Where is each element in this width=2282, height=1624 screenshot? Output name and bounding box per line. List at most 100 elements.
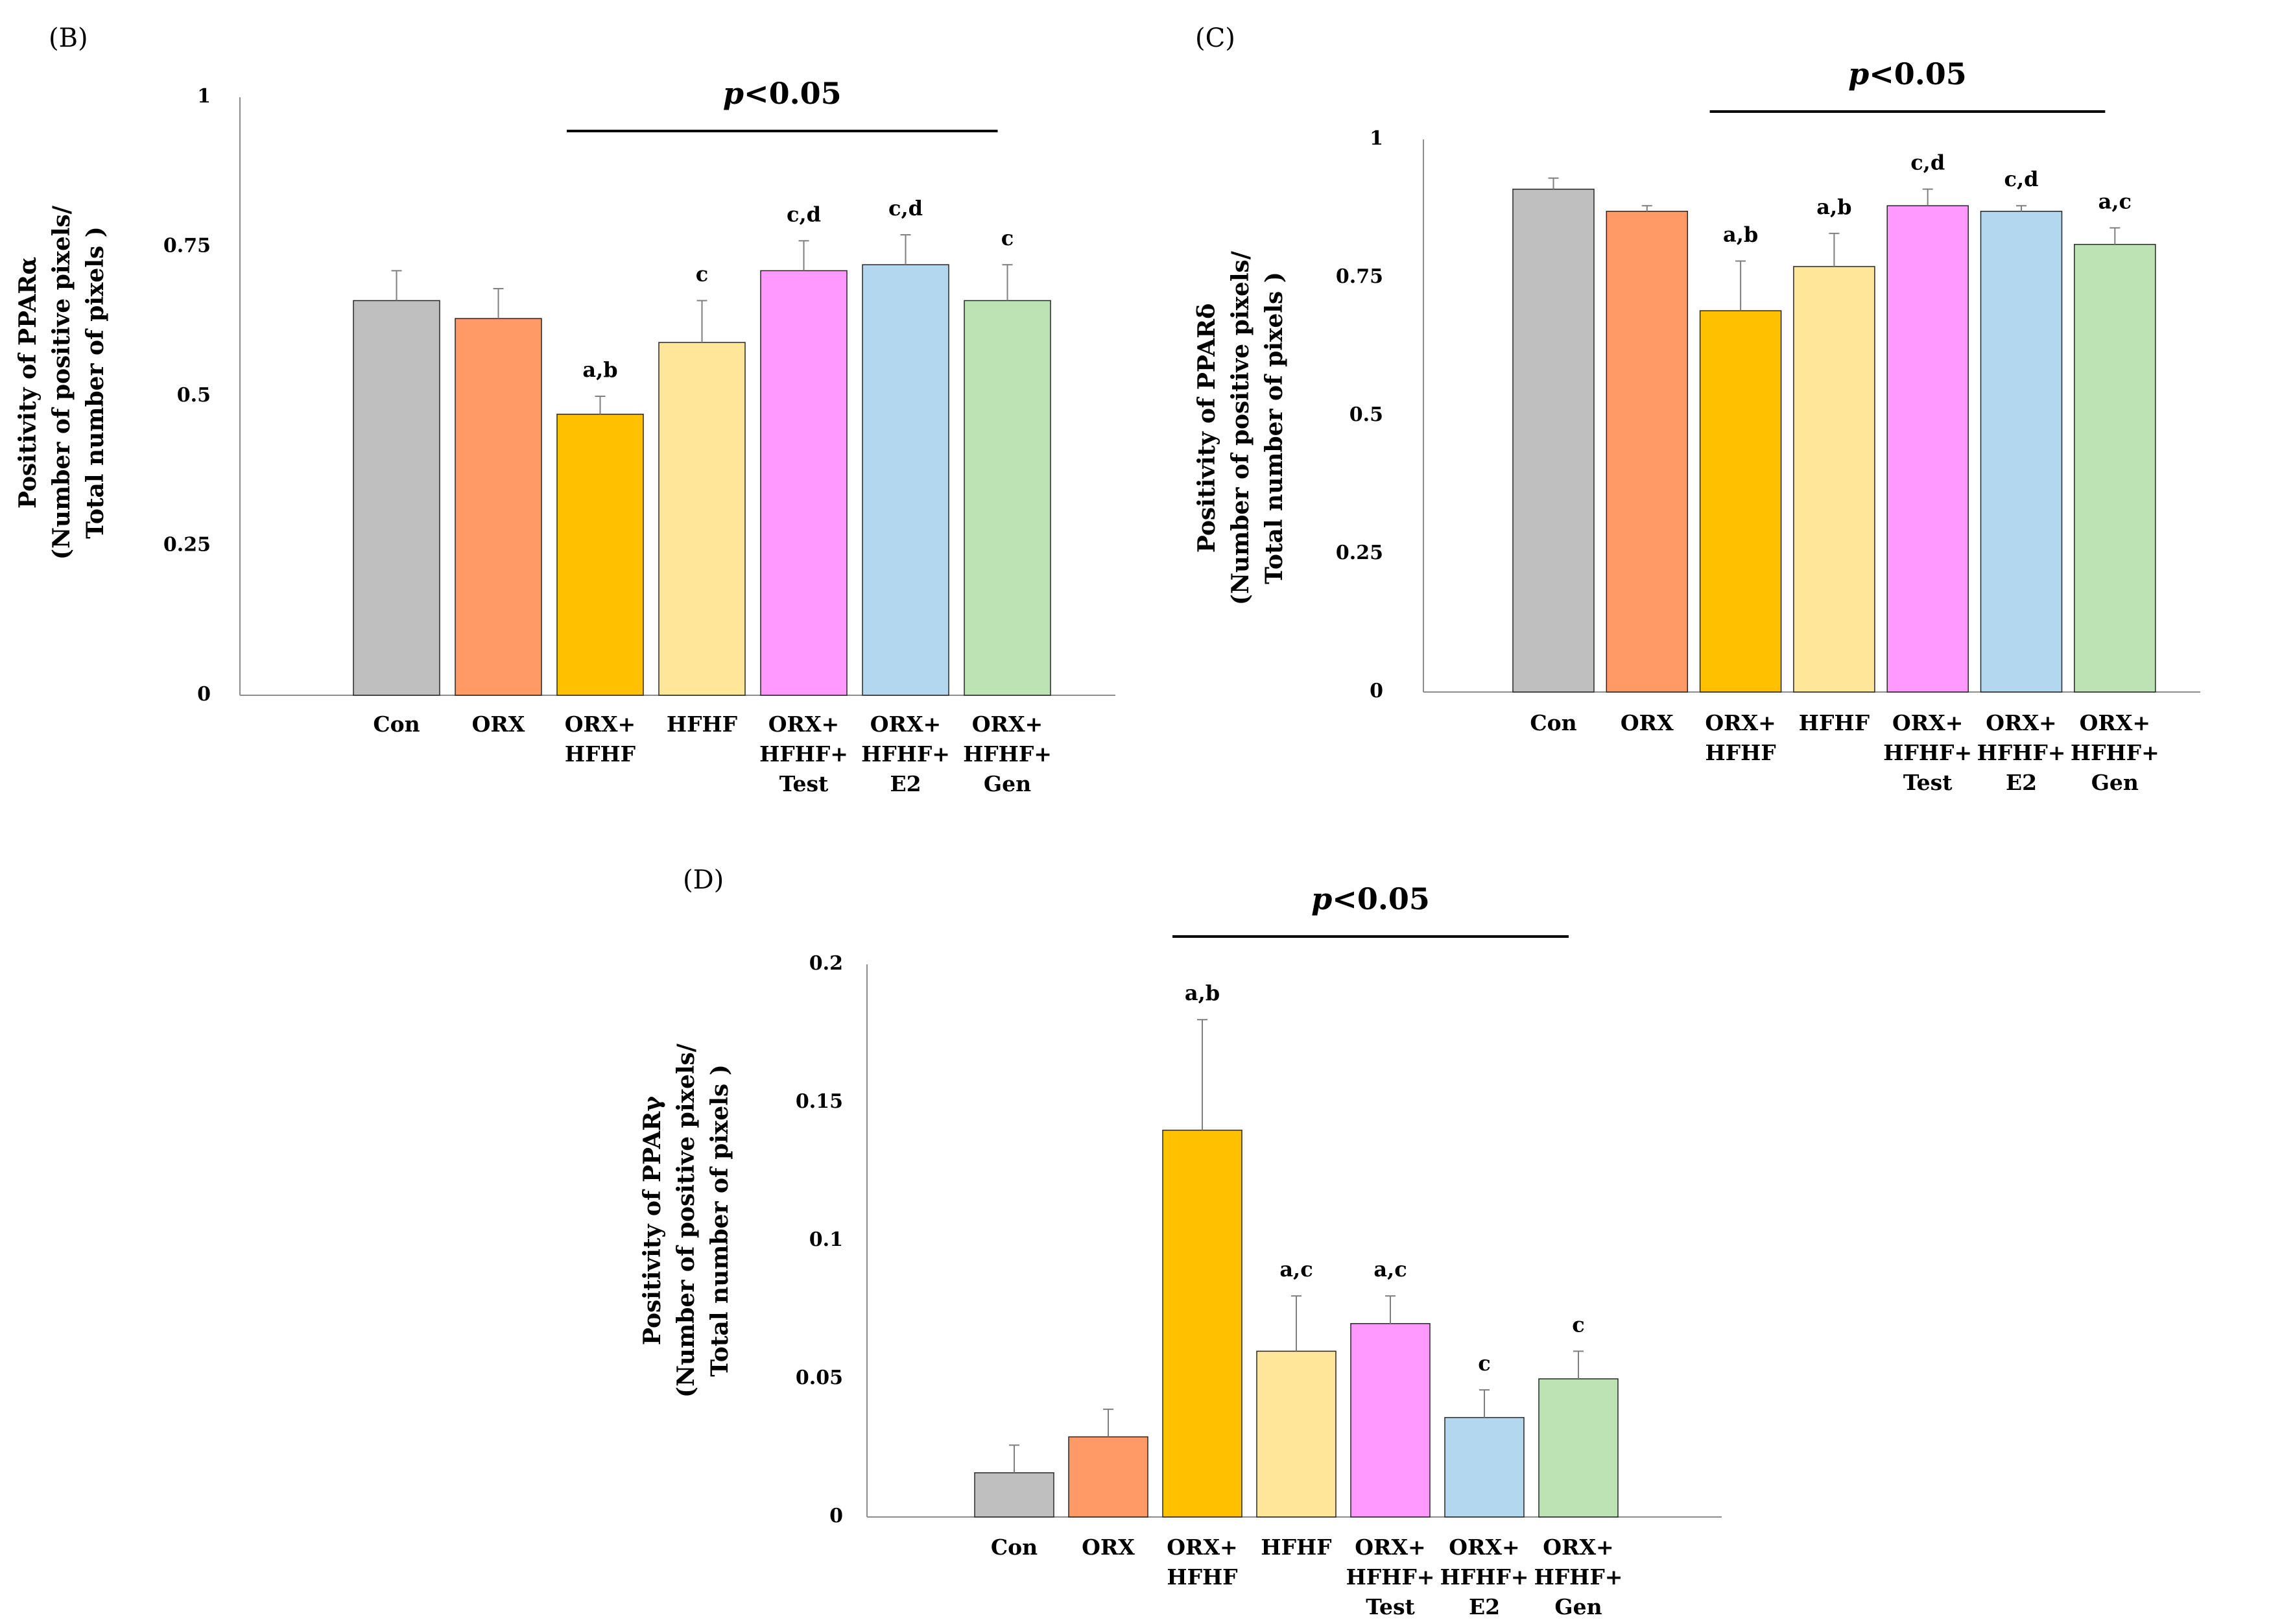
bar (1606, 211, 1689, 693)
data-annotation: c (696, 261, 708, 286)
x-category-label: ORX (1621, 710, 1674, 735)
significance-threshold: <0.05 (744, 76, 842, 111)
bar (1256, 1350, 1337, 1518)
x-category-label-line: Gen (1554, 1594, 1602, 1619)
x-category-label: ORX (1082, 1534, 1135, 1560)
x-category-label-line: ORX+ (2080, 710, 2150, 735)
significance-threshold: <0.05 (1869, 56, 1967, 91)
x-category-label-line: Test (1366, 1594, 1415, 1619)
y-tick-label: 0.15 (796, 1090, 843, 1113)
x-category-label: ORX+ HFHF+ Test (1883, 710, 1972, 795)
data-annotation: c (1572, 1312, 1584, 1337)
bar (1068, 1436, 1148, 1518)
x-category-label-line: ORX+ (1705, 710, 1776, 735)
y-axis-label: Positivity of PPARδ (Number of positive p… (1193, 250, 1288, 605)
x-category-label-line: ORX+ (1355, 1534, 1425, 1560)
chart-panel-c: (C) 0 0.25 0.5 0.75 1 Positivity of PPARδ (Numb… (1193, 23, 2200, 795)
y-axis-label-line: (Number of positive pixels/ (1227, 250, 1254, 605)
x-category-label-line: ORX (472, 711, 525, 737)
bar (964, 300, 1051, 696)
x-category-label: ORX (472, 711, 525, 737)
x-category-label-line: ORX+ (1543, 1534, 1613, 1560)
x-category-label-line: E2 (2006, 770, 2037, 795)
x-category-label: HFHF (667, 711, 737, 737)
bar (556, 413, 644, 696)
significance-label: p<0.05 (723, 76, 842, 111)
x-category-label-line: ORX+ (1892, 710, 1963, 735)
x-category-label: ORX+ HFHF (1167, 1534, 1237, 1590)
data-annotation: a,c (1373, 1257, 1407, 1282)
y-axis-label-line: (Number of positive pixels/ (48, 205, 75, 560)
x-category-label-line: HFHF+ (2071, 740, 2159, 765)
y-axis-label-line: (Number of positive pixels/ (672, 1043, 700, 1398)
x-category-label-line: HFHF+ (1534, 1564, 1623, 1590)
data-annotation: c,d (787, 202, 821, 226)
x-category-label: HFHF (1799, 710, 1870, 735)
x-category-label-line: Con (1530, 710, 1576, 735)
x-category-label: ORX+ HFHF+ Gen (963, 711, 1052, 796)
y-tick-label: 1 (197, 85, 211, 108)
x-category-label: ORX+ HFHF+ Test (759, 711, 848, 796)
panel-label: (D) (683, 865, 724, 895)
x-category-label-line: HFHF (1261, 1534, 1331, 1560)
y-tick-label: 0.5 (177, 384, 211, 407)
bar (353, 300, 440, 696)
x-category-label-line: HFHF+ (1977, 740, 2066, 765)
significance-label: p<0.05 (1848, 56, 1967, 91)
y-tick-label: 0 (197, 683, 211, 706)
x-category-label-line: Con (991, 1534, 1038, 1560)
data-annotation: c (1001, 226, 1014, 250)
data-annotation: a,b (582, 357, 617, 382)
x-category-label: Con (991, 1534, 1038, 1560)
y-tick-label: 0 (1370, 680, 1383, 702)
y-tick-label: 0.05 (796, 1367, 843, 1389)
x-category-label-line: HFHF+ (759, 741, 848, 767)
y-tick-label: 0.5 (1349, 403, 1383, 426)
x-category-label-line: HFHF (1705, 740, 1776, 765)
data-annotation: c,d (2004, 167, 2039, 191)
y-axis-label: Positivity of PPARα (Number of positive p… (14, 205, 109, 560)
chart-panel-b: (B) 0 0.25 0.5 0.75 1 Positivity of PPARα (Numb… (14, 23, 1115, 796)
y-axis-label-line: Positivity of PPARδ (1193, 304, 1220, 553)
x-category-label: ORX+ HFHF+ Gen (2071, 710, 2159, 795)
x-category-label-line: ORX+ (565, 711, 636, 737)
x-category-label: ORX+ HFHF+ E2 (1440, 1534, 1529, 1619)
x-category-label-line: Test (1903, 770, 1953, 795)
bar (974, 1472, 1054, 1518)
y-axis-label-line: Positivity of PPARγ (639, 1096, 666, 1345)
x-category-label: ORX+ HFHF (565, 711, 636, 767)
y-axis-label-line: Positivity of PPARα (14, 257, 42, 508)
x-category-label-line: HFHF+ (963, 741, 1052, 767)
bar (1350, 1323, 1431, 1518)
data-annotation: a,c (1279, 1257, 1313, 1282)
bar (658, 342, 746, 696)
y-axis-label: Positivity of PPARγ (Number of positive p… (639, 1043, 733, 1398)
data-annotation: a,c (2098, 189, 2132, 213)
x-category-label-line: HFHF+ (1883, 740, 1972, 765)
significance-label: p<0.05 (1311, 881, 1430, 916)
x-category-label-line: ORX+ (1167, 1534, 1237, 1560)
x-category-label-line: HFHF (1799, 710, 1870, 735)
bar (1538, 1378, 1619, 1518)
data-annotation: c,d (1910, 150, 1945, 175)
data-annotation: c (1478, 1351, 1490, 1376)
x-category-label: ORX+ HFHF+ E2 (861, 711, 950, 796)
significance-threshold: <0.05 (1332, 881, 1430, 916)
data-annotation: a,b (1185, 981, 1220, 1005)
bar (455, 318, 542, 696)
data-annotation: c,d (888, 196, 923, 221)
bar (2074, 244, 2156, 693)
x-category-label-line: ORX+ (870, 711, 941, 737)
y-tick-label: 0 (829, 1505, 843, 1527)
x-category-label-line: ORX+ (1986, 710, 2056, 735)
x-category-label-line: HFHF (1167, 1564, 1237, 1590)
x-category-label-line: Gen (984, 771, 1031, 796)
y-tick-label: 0.25 (163, 534, 211, 556)
significance-p: p (1848, 56, 1869, 91)
bar (1699, 310, 1782, 693)
x-category-label-line: ORX+ (768, 711, 839, 737)
bar (1162, 1129, 1242, 1518)
y-axis-label-line: Total number of pixels ) (1261, 272, 1288, 584)
x-category-label: HFHF (1261, 1534, 1331, 1560)
significance-p: p (723, 76, 744, 111)
